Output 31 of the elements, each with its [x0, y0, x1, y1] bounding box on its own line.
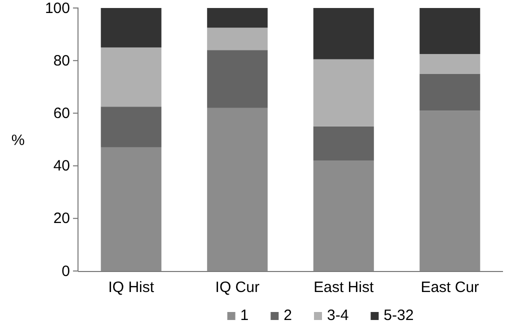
y-tick-label: 20 [53, 210, 70, 228]
y-tick-label: 40 [53, 158, 70, 175]
bar [207, 50, 268, 108]
bar [313, 160, 374, 271]
bar [420, 110, 480, 271]
y-tick-label: 60 [53, 105, 70, 122]
legend-label: 2 [284, 307, 292, 324]
legend-label: 1 [240, 307, 249, 324]
bar [420, 8, 480, 54]
legend-label: 5-32 [384, 307, 414, 324]
bar [100, 147, 162, 271]
bar [100, 8, 162, 48]
bar [313, 8, 374, 60]
x-tick-label: East Hist [314, 279, 374, 296]
bar [313, 126, 374, 161]
bar [313, 59, 374, 126]
x-tick-label: East Cur [420, 279, 480, 296]
y-axis-title: % [11, 132, 25, 149]
bar [207, 108, 268, 271]
x-tick-label: IQ Hist [108, 279, 155, 296]
y-tick-label: 0 [62, 262, 70, 280]
y-tick-label: 100 [44, 0, 70, 17]
y-tick-label: 80 [53, 52, 70, 70]
bar [100, 106, 162, 148]
legend-label: 3-4 [326, 307, 349, 324]
bar [420, 54, 480, 74]
bar [207, 28, 268, 50]
bar [207, 8, 268, 28]
bar [420, 74, 480, 111]
bar [100, 47, 162, 107]
x-tick-label: IQ Cur [215, 279, 260, 296]
